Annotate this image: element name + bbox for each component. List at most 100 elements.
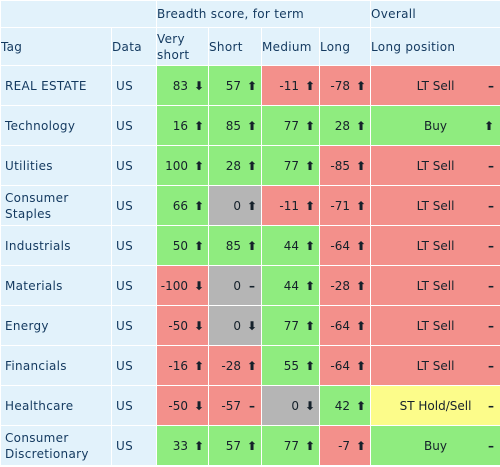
long-position-label: LT Sell <box>416 358 455 373</box>
score-cell-long: -28 ⬆ <box>318 265 372 306</box>
arrow-up-icon: ⬆ <box>356 278 367 293</box>
score-value: 55 <box>283 358 299 373</box>
table-row[interactable]: Financials US -16 ⬆ -28 ⬆ 55 ⬆ -64 ⬆ LT Sell – <box>0 345 500 386</box>
score-value: -11 <box>279 198 299 213</box>
arrow-up-icon: ⬆ <box>356 78 367 93</box>
score-value: 66 <box>172 198 188 213</box>
sector-tag: Technology <box>0 105 112 146</box>
long-position-label: LT Sell <box>416 198 455 213</box>
score-value: 83 <box>172 78 188 93</box>
score-cell-short: 85 ⬆ <box>208 225 262 266</box>
arrow-up-icon: ⬆ <box>305 238 316 253</box>
score-cell-short: 85 ⬆ <box>208 105 262 146</box>
arrow-up-icon: ⬆ <box>247 158 258 173</box>
score-value: 33 <box>172 438 188 453</box>
sector-tag: Utilities <box>0 145 112 186</box>
table-row[interactable]: Healthcare US -50 ⬇ -57–0 ⬇ 42 ⬆ ST Hold/Sell – <box>0 385 500 426</box>
score-value: -64 <box>330 358 351 373</box>
dash-icon: – <box>249 398 255 413</box>
col-header-data[interactable]: Data <box>111 27 157 66</box>
table-row[interactable]: Energy US -50 ⬇ 0 ⬇ 77 ⬆ -64 ⬆ LT Sell – <box>0 305 500 346</box>
score-value: -78 <box>330 78 351 93</box>
dash-icon: – <box>488 158 495 173</box>
col-header-long-position[interactable]: Long position <box>370 27 500 66</box>
arrow-up-icon: ⬆ <box>356 358 367 373</box>
score-value: 28 <box>225 158 241 173</box>
arrow-up-icon: ⬆ <box>194 158 205 173</box>
sector-tag: Healthcare <box>0 385 112 426</box>
long-position-cell: LT Sell – <box>370 65 500 106</box>
score-cell-short: -57– <box>208 385 262 426</box>
dash-icon: – <box>488 238 495 253</box>
arrow-up-icon: ⬆ <box>247 438 258 453</box>
dash-icon: – <box>488 398 495 413</box>
arrow-up-icon: ⬆ <box>305 118 316 133</box>
score-cell-long: -64 ⬆ <box>318 345 372 386</box>
long-position-cell: LT Sell – <box>370 265 500 306</box>
score-cell-short: 28 ⬆ <box>208 145 262 186</box>
score-cell-medium: -11 ⬆ <box>261 65 320 106</box>
score-value: -11 <box>279 78 299 93</box>
data-region: US <box>111 425 157 466</box>
data-region: US <box>111 145 157 186</box>
arrow-up-icon: ⬆ <box>194 438 205 453</box>
data-region: US <box>111 225 157 266</box>
score-value: -50 <box>168 398 188 413</box>
data-region: US <box>111 305 157 346</box>
score-cell-medium: 77 ⬆ <box>261 145 320 186</box>
score-value: -28 <box>221 358 241 373</box>
score-value: 85 <box>225 118 241 133</box>
sector-tag: Energy <box>0 305 112 346</box>
score-value: 77 <box>283 158 299 173</box>
score-cell-long: -71 ⬆ <box>318 185 372 226</box>
arrow-down-icon: ⬇ <box>247 318 258 333</box>
score-value: -71 <box>330 198 351 213</box>
score-value: 28 <box>334 118 351 133</box>
long-position-label: LT Sell <box>416 158 455 173</box>
score-cell-long: 42 ⬆ <box>318 385 372 426</box>
long-position-label: LT Sell <box>416 278 455 293</box>
col-header-very-short[interactable]: Very short <box>156 27 209 66</box>
sector-tag: Consumer Staples <box>0 185 112 226</box>
sector-tag: Consumer Discretionary <box>0 425 112 466</box>
table-row[interactable]: Industrials US 50 ⬆ 85 ⬆ 44 ⬆ -64 ⬆ LT Sell – <box>0 225 500 266</box>
arrow-up-icon: ⬆ <box>247 198 258 213</box>
col-header-medium[interactable]: Medium <box>261 27 320 66</box>
long-position-cell: LT Sell – <box>370 185 500 226</box>
table-row[interactable]: Materials US -100 ⬇ 0–44 ⬆ -28 ⬆ LT Sell – <box>0 265 500 306</box>
arrow-up-icon: ⬆ <box>194 358 205 373</box>
score-cell-short: 57 ⬆ <box>208 65 262 106</box>
score-value: 57 <box>225 78 241 93</box>
score-value: 44 <box>283 238 299 253</box>
col-header-tag[interactable]: Tag <box>0 27 112 66</box>
score-cell-very-short: 100 ⬆ <box>156 145 209 186</box>
table-row[interactable]: Technology US 16 ⬆ 85 ⬆ 77 ⬆ 28 ⬆ Buy ⬆ <box>0 105 500 146</box>
score-value: 77 <box>283 118 299 133</box>
score-cell-medium: -11 ⬆ <box>261 185 320 226</box>
score-value: 100 <box>165 158 188 173</box>
dash-icon: – <box>488 358 495 373</box>
score-value: 85 <box>225 238 241 253</box>
header-breadth-group: Breadth score, for term <box>155 0 372 28</box>
dash-icon: – <box>488 198 495 213</box>
long-position-label: LT Sell <box>416 318 455 333</box>
table-row[interactable]: Consumer Discretionary US 33 ⬆ 57 ⬆ 77 ⬆ -7 ⬆ Buy – <box>0 425 500 466</box>
score-value: 77 <box>283 318 299 333</box>
score-value: -64 <box>330 318 351 333</box>
score-value: -50 <box>168 318 188 333</box>
table-row[interactable]: REAL ESTATE US 83 ⬇ 57 ⬆ -11 ⬆ -78 ⬆ LT Sell – <box>0 65 500 106</box>
col-header-short[interactable]: Short <box>208 27 262 66</box>
col-header-long[interactable]: Long <box>318 27 372 66</box>
long-position-cell: Buy – <box>370 425 500 466</box>
header-blank-cell <box>0 0 157 28</box>
arrow-up-icon: ⬆ <box>194 198 205 213</box>
long-position-cell: ST Hold/Sell – <box>370 385 500 426</box>
table-row[interactable]: Utilities US 100 ⬆ 28 ⬆ 77 ⬆ -85 ⬆ LT Sell – <box>0 145 500 186</box>
score-value: 0 <box>233 278 241 293</box>
score-cell-long: -85 ⬆ <box>318 145 372 186</box>
dash-icon: – <box>488 78 495 93</box>
data-region: US <box>111 265 157 306</box>
arrow-down-icon: ⬇ <box>194 278 205 293</box>
score-value: -28 <box>330 278 351 293</box>
table-row[interactable]: Consumer Staples US 66 ⬆ 0 ⬆ -11 ⬆ -71 ⬆ LT Sell – <box>0 185 500 226</box>
